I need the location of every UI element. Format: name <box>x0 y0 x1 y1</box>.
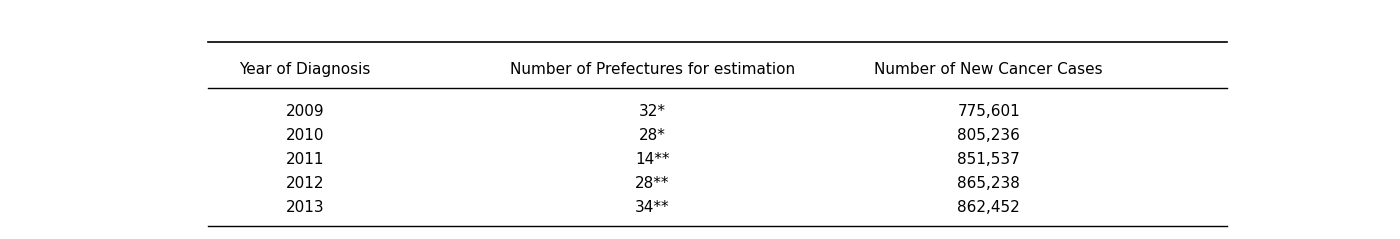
Text: 34**: 34** <box>636 200 669 215</box>
Text: 2009: 2009 <box>286 104 325 119</box>
Text: 28*: 28* <box>638 128 666 143</box>
Text: 2013: 2013 <box>286 200 325 215</box>
Text: 2010: 2010 <box>286 128 325 143</box>
Text: 865,238: 865,238 <box>958 176 1021 191</box>
Text: 2012: 2012 <box>286 176 325 191</box>
Text: 851,537: 851,537 <box>958 152 1021 167</box>
Text: 775,601: 775,601 <box>958 104 1021 119</box>
Text: 28**: 28** <box>636 176 669 191</box>
Text: Number of New Cancer Cases: Number of New Cancer Cases <box>875 62 1103 77</box>
Text: Number of Prefectures for estimation: Number of Prefectures for estimation <box>510 62 795 77</box>
Text: 805,236: 805,236 <box>958 128 1021 143</box>
Text: Year of Diagnosis: Year of Diagnosis <box>239 62 371 77</box>
Text: 2011: 2011 <box>286 152 325 167</box>
Text: 14**: 14** <box>636 152 669 167</box>
Text: 32*: 32* <box>638 104 666 119</box>
Text: 862,452: 862,452 <box>958 200 1021 215</box>
